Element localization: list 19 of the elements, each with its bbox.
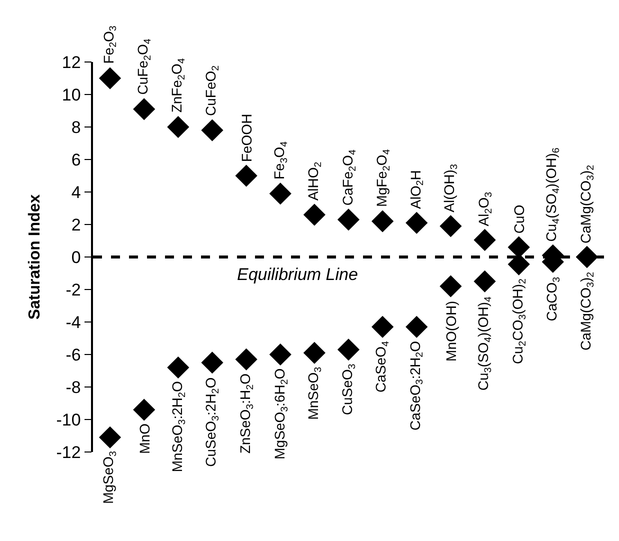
text: MnO [136, 423, 152, 454]
y-tick-label: 0 [71, 248, 81, 267]
text: FeOOH [238, 114, 255, 162]
text: MnO(OH) [442, 300, 459, 362]
ref-line-label: Equilibrium Line [237, 265, 358, 284]
y-tick-label: 6 [71, 150, 81, 170]
y-tick-label: 12 [62, 52, 81, 72]
y-tick-label: -8 [66, 378, 81, 397]
y-axis-title: Saturation Index [26, 194, 44, 320]
y-tick-label: -6 [66, 345, 81, 364]
y-tick-label: -10 [56, 410, 81, 430]
y-tick-label: 8 [71, 118, 81, 137]
y-tick-label: -12 [56, 442, 81, 462]
y-tick-label: 10 [62, 85, 81, 104]
y-tick-label: 2 [71, 215, 81, 234]
y-tick-label: -2 [66, 280, 81, 300]
text: CuO [511, 204, 528, 234]
y-tick-label: 4 [71, 182, 81, 202]
y-tick-label: -4 [66, 312, 81, 332]
